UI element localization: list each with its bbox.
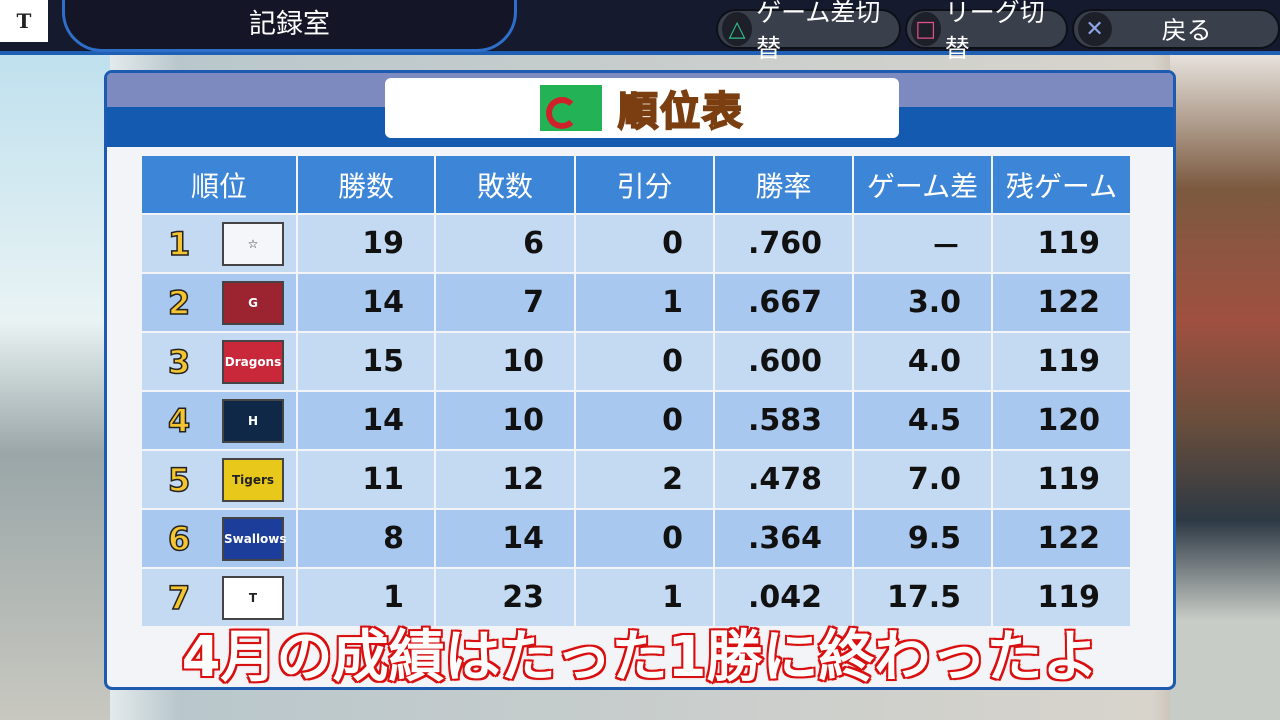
subtitle-caption: 4月の成績はたった1勝に終わったよ — [180, 624, 1100, 692]
team-logo: H — [222, 398, 284, 443]
losses-cell: 6 — [436, 215, 574, 272]
wins-cell: 1 — [298, 569, 434, 626]
remaining-games-cell: 122 — [993, 510, 1130, 567]
screen-title: 記録室 — [62, 0, 517, 52]
table-row[interactable]: 1 ☆ 19 6 0.760 － 119 — [142, 215, 1130, 272]
draws-cell: 1 — [576, 274, 713, 331]
league-flag-icon — [540, 85, 602, 131]
panel-title: 順位表 — [617, 88, 744, 136]
win-pct-cell: .600 — [715, 333, 852, 390]
rank-number: 1 — [167, 224, 191, 264]
remaining-games-cell: 122 — [993, 274, 1130, 331]
remaining-games-cell: 120 — [993, 392, 1130, 449]
button-label: 戻る — [1161, 16, 1212, 45]
draws-cell: 2 — [576, 451, 713, 508]
back-button[interactable]: ✕ 戻る — [1071, 9, 1280, 49]
table-row[interactable]: 3 Dragons 15 10 0.600 4.0 119 — [142, 333, 1130, 390]
games-behind-cell: 3.0 — [854, 274, 991, 331]
remaining-games-cell: 119 — [993, 569, 1130, 626]
standings-table: 順位 勝数 敗数 引分 勝率 ゲーム差 残ゲーム 1 ☆ 19 6 0.760 － 119 2 G 14 7 1.… — [140, 154, 1132, 628]
column-header[interactable]: 敗数 — [436, 156, 574, 213]
games-behind-cell: 17.5 — [854, 569, 991, 626]
column-header[interactable]: 勝数 — [298, 156, 434, 213]
game-diff-toggle-button[interactable]: △ ゲーム差切替 — [716, 0, 901, 63]
background-bookshelf — [1170, 55, 1280, 720]
wins-cell: 15 — [298, 333, 434, 390]
triangle-icon: △ — [722, 12, 753, 46]
rank-number: 7 — [167, 578, 191, 618]
team-logo: Tigers — [222, 457, 284, 502]
column-header[interactable]: 残ゲーム — [993, 156, 1130, 213]
win-pct-cell: .760 — [715, 215, 852, 272]
losses-cell: 12 — [436, 451, 574, 508]
win-pct-cell: .583 — [715, 392, 852, 449]
standings-panel: 順位表 順位 勝数 敗数 引分 勝率 ゲーム差 残ゲーム 1 ☆ 19 6 0.760 － 119 2 G 1… — [104, 70, 1176, 690]
column-header[interactable]: 順位 — [142, 156, 296, 213]
table-row[interactable]: 2 G 14 7 1.667 3.0 122 — [142, 274, 1130, 331]
table-row[interactable]: 4 H 14 10 0.583 4.5 120 — [142, 392, 1130, 449]
button-label: リーグ切替 — [944, 0, 1045, 63]
remaining-games-cell: 119 — [993, 451, 1130, 508]
column-header[interactable]: 引分 — [576, 156, 713, 213]
losses-cell: 10 — [436, 333, 574, 390]
panel-title-box: 順位表 — [385, 78, 899, 138]
rank-cell: 5 Tigers — [142, 451, 296, 508]
rank-cell: 6 Swallows — [142, 510, 296, 567]
team-logo: T — [0, 0, 48, 42]
remaining-games-cell: 119 — [993, 215, 1130, 272]
win-pct-cell: .478 — [715, 451, 852, 508]
rank-number: 5 — [167, 460, 191, 500]
table-row[interactable]: 5 Tigers 11 12 2.478 7.0 119 — [142, 451, 1130, 508]
team-logo: ☆ — [222, 221, 284, 266]
column-header[interactable]: 勝率 — [715, 156, 852, 213]
button-label: ゲーム差切替 — [756, 0, 881, 63]
square-icon: □ — [910, 12, 941, 46]
win-pct-cell: .364 — [715, 510, 852, 567]
wins-cell: 14 — [298, 274, 434, 331]
draws-cell: 0 — [576, 510, 713, 567]
draws-cell: 0 — [576, 333, 713, 390]
remaining-games-cell: 119 — [993, 333, 1130, 390]
table-row[interactable]: 6 Swallows 8 14 0.364 9.5 122 — [142, 510, 1130, 567]
wins-cell: 8 — [298, 510, 434, 567]
games-behind-cell: 4.5 — [854, 392, 991, 449]
losses-cell: 7 — [436, 274, 574, 331]
losses-cell: 23 — [436, 569, 574, 626]
wins-cell: 11 — [298, 451, 434, 508]
button-bar: △ ゲーム差切替 □ リーグ切替 ✕ 戻る — [716, 0, 1280, 63]
team-logo: G — [222, 280, 284, 325]
draws-cell: 0 — [576, 392, 713, 449]
background-window — [0, 55, 110, 720]
games-behind-cell: 9.5 — [854, 510, 991, 567]
draws-cell: 1 — [576, 569, 713, 626]
draws-cell: 0 — [576, 215, 713, 272]
wins-cell: 14 — [298, 392, 434, 449]
win-pct-cell: .042 — [715, 569, 852, 626]
games-behind-cell: － — [854, 215, 991, 272]
team-logo: Swallows — [222, 516, 287, 561]
table-row[interactable]: 7 T 1 23 1.042 17.5 119 — [142, 569, 1130, 626]
league-toggle-button[interactable]: □ リーグ切替 — [904, 0, 1068, 63]
losses-cell: 10 — [436, 392, 574, 449]
rank-number: 2 — [167, 283, 191, 323]
win-pct-cell: .667 — [715, 274, 852, 331]
losses-cell: 14 — [436, 510, 574, 567]
rank-number: 3 — [167, 342, 191, 382]
rank-number: 4 — [167, 401, 191, 441]
top-bar: T 記録室 △ ゲーム差切替 □ リーグ切替 ✕ 戻る — [0, 0, 1280, 63]
rank-cell: 3 Dragons — [142, 333, 296, 390]
rank-cell: 1 ☆ — [142, 215, 296, 272]
games-behind-cell: 7.0 — [854, 451, 991, 508]
wins-cell: 19 — [298, 215, 434, 272]
cross-icon: ✕ — [1077, 12, 1112, 46]
rank-number: 6 — [167, 519, 191, 559]
games-behind-cell: 4.0 — [854, 333, 991, 390]
team-logo: Dragons — [222, 339, 284, 384]
team-logo: T — [222, 575, 284, 620]
column-header[interactable]: ゲーム差 — [854, 156, 991, 213]
